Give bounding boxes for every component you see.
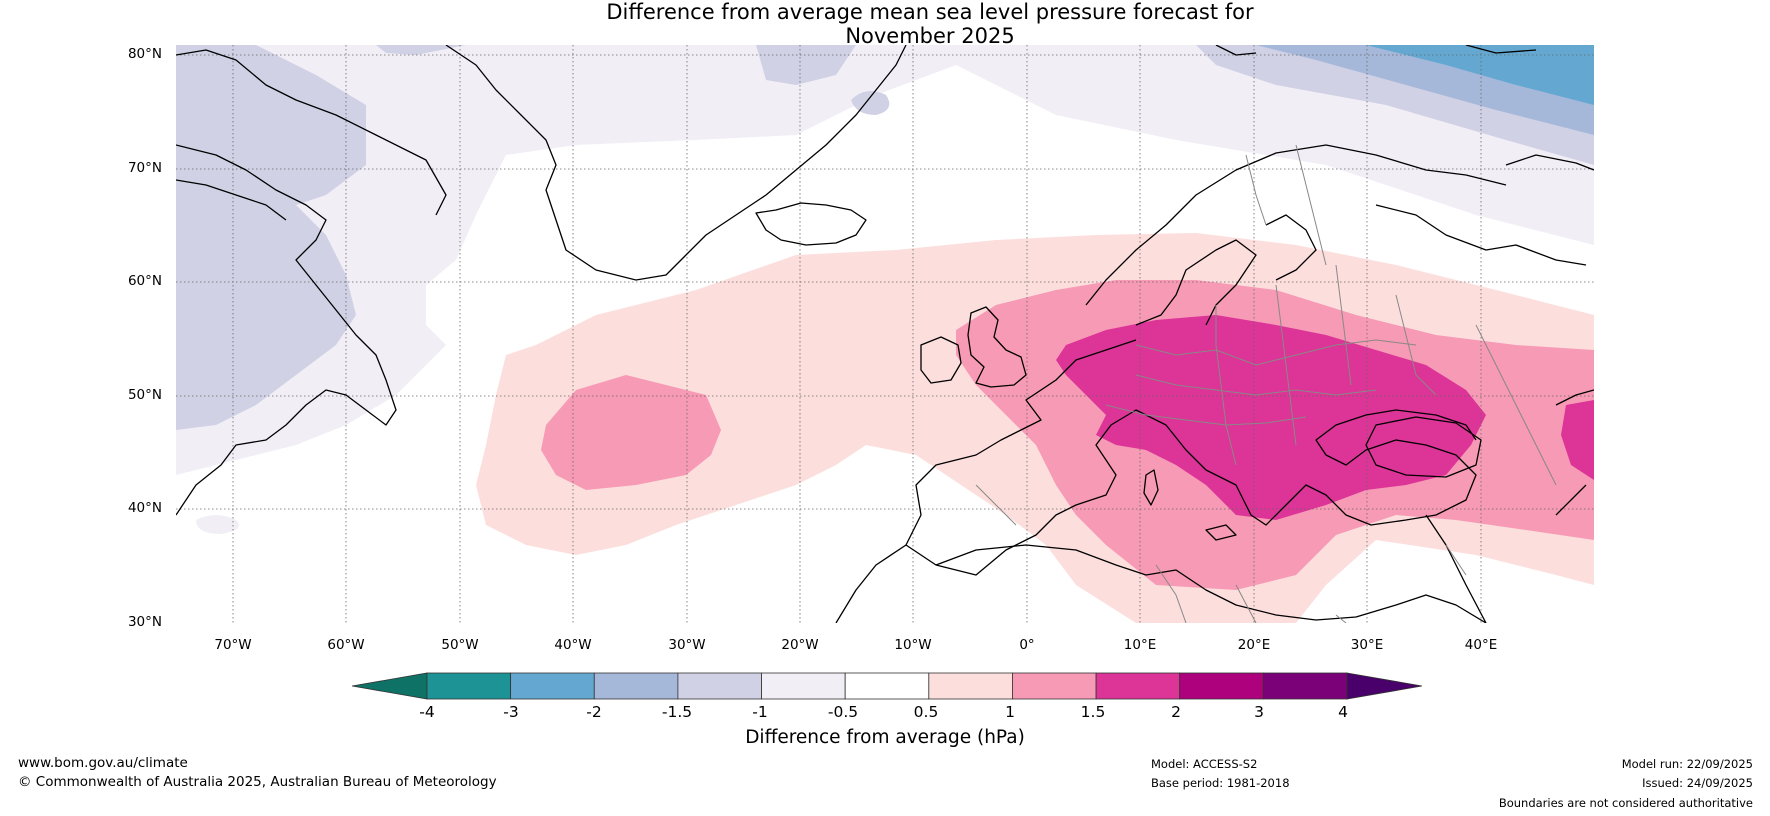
anomaly-region-minus-0.5-b [196,515,239,534]
lon-label-50w: 50°W [441,637,479,653]
colorbar-extend-max [1346,672,1422,700]
colorbar-bin [510,672,595,700]
coast-caspian [1555,389,1594,516]
coast-russia-north [1375,204,1587,266]
footer-model-run: Model run: 22/09/2025 [1621,757,1753,771]
lon-label-70w: 70°W [214,637,252,653]
colorbar-tick: 4 [1338,703,1348,721]
colorbar-bin [426,672,512,700]
map-title: Difference from average mean sea level p… [0,0,1770,48]
colorbar-bin [1262,672,1348,700]
colorbar-tick: 2 [1171,703,1181,721]
anomaly-region-plus-1.5-east [1561,400,1594,480]
coast-britain [967,306,1027,388]
footer-issued: Issued: 24/09/2025 [1642,776,1753,790]
country-borders [975,144,1557,623]
lon-label-30e: 30°E [1350,637,1384,653]
colorbar-extend-min [352,672,428,700]
coast-corsica-sardinia [1143,469,1159,506]
colorbar-bin [1095,672,1181,700]
colorbar-bin [844,672,930,700]
colorbar-bin [1012,672,1097,700]
colorbar-tick: 1 [1005,703,1015,721]
coast-red-sea [1425,514,1487,623]
colorbar-tick: -1 [752,703,768,721]
footer-base-period: Base period: 1981-2018 [1151,776,1290,790]
lat-label-50n: 50°N [127,387,162,403]
title-line-1: Difference from average mean sea level p… [606,0,1254,24]
lon-label-40e: 40°E [1464,637,1498,653]
anomaly-region-plus-1.5-europe [1056,315,1486,520]
lon-label-20w: 20°W [781,637,819,653]
lon-label-10e: 10°E [1123,637,1157,653]
lat-label-60n: 60°N [127,273,162,289]
coast-ireland [920,336,962,384]
graticule [176,45,1594,623]
anomaly-region-minus-2-east [1366,45,1594,105]
colorbar-tick: 1.5 [1080,703,1106,721]
footer-disclaimer: Boundaries are not considered authoritat… [1498,796,1753,810]
lon-label-40w: 40°W [554,637,592,653]
coast-iceland [755,202,867,246]
coast-sicily [1205,524,1237,541]
colorbar-bin [928,672,1013,700]
coast-arctic-east [1215,45,1594,171]
colorbar-tick: -4 [419,703,435,721]
coast-europe-west [905,339,1477,576]
lon-label-10w: 10°W [894,637,932,653]
colorbar-tick: 0.5 [913,703,939,721]
lon-label-20e: 20°E [1237,637,1271,653]
colorbar [352,672,1422,700]
colorbar-label: Difference from average (hPa) [745,727,1025,748]
lon-label-60w: 60°W [327,637,365,653]
colorbar-tick: -0.5 [827,703,859,721]
coast-arctic-islands [176,179,287,221]
lat-label-40n: 40°N [127,500,162,516]
colorbar-tick: 3 [1254,703,1264,721]
footer-copyright: © Commonwealth of Australia 2025, Austra… [18,774,497,790]
pressure-anomaly-map [176,45,1594,623]
lon-label-30w: 30°W [668,637,706,653]
lat-label-80n: 80°N [127,46,162,62]
colorbar-bin [761,672,846,700]
coast-north-africa [835,544,1487,623]
colorbar-tick: -1.5 [661,703,693,721]
colorbar-tick: -3 [503,703,519,721]
colorbar-tick: -2 [586,703,602,721]
coast-finland [1265,214,1317,281]
title-line-2: November 2025 [845,24,1015,48]
anomaly-region-minus-1-top [376,45,466,55]
coast-baffin [176,49,447,216]
anomaly-region-minus-1-west [176,45,366,430]
coast-greenland [445,45,907,281]
coast-norway [1085,144,1507,306]
colorbar-bin [593,672,679,700]
colorbar-bins [426,672,1348,700]
coast-sweden-baltic [1135,239,1257,326]
colorbar-bin [1179,672,1264,700]
lon-label-0: 0° [1019,637,1035,653]
lat-label-70n: 70°N [127,160,162,176]
anomaly-region-plus-1-atlantic [541,375,721,490]
lat-label-30n: 30°N [127,614,162,630]
coast-north-america [176,144,397,516]
footer-url[interactable]: www.bom.gov.au/climate [18,755,188,771]
coastlines [176,45,1594,623]
colorbar-bin [677,672,762,700]
footer-model: Model: ACCESS-S2 [1151,757,1258,771]
coast-black-sea [1365,416,1482,478]
